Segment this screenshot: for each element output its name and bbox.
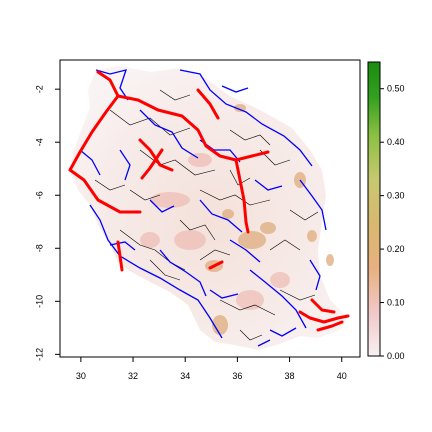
x-tick-label: 40 [337,371,347,381]
legend-label: 0.10 [387,298,405,308]
y-tick-label: -2 [34,85,44,93]
x-tick-label: 32 [128,371,138,381]
x-tick-label: 38 [285,371,295,381]
y-tick-label: -4 [34,138,44,146]
legend-label: 0.30 [387,191,405,201]
x-tick-label: 34 [180,371,190,381]
rivers [79,69,327,347]
y-tick-label: -10 [34,295,44,308]
legend: 0.50 0.40 0.30 0.20 0.10 0.00 [367,61,405,361]
y-tick-label: -6 [34,191,44,199]
x-axis: 30 32 34 36 38 40 [76,357,347,381]
y-tick-label: -8 [34,244,44,252]
x-tick-label: 30 [76,371,86,381]
minor-roads [94,89,319,341]
y-axis: -2 -4 -6 -8 -10 -12 [34,85,60,361]
legend-label: 0.20 [387,244,405,254]
legend-label: 0.00 [387,351,405,361]
legend-label: 0.50 [387,84,405,94]
light-red-speckle [140,153,290,310]
x-tick-label: 36 [232,371,242,381]
legend-colorbar [367,61,381,357]
map-layers [68,66,350,350]
y-tick-label: -12 [34,348,44,361]
legend-label: 0.40 [387,137,405,147]
major-roads [68,70,350,332]
